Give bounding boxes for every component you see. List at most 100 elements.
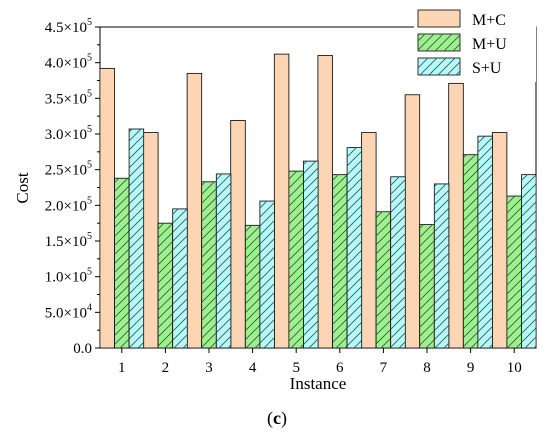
legend-label: M+U bbox=[472, 36, 507, 53]
panel-label-close: ) bbox=[281, 408, 287, 429]
y-tick-label: 5.0×104 bbox=[45, 302, 92, 321]
x-tick-label: 6 bbox=[336, 360, 344, 376]
x-axis-ticks: 1 2 3 4 5 6 7 8 9 10 bbox=[118, 348, 522, 376]
bar-hatch-su-1 bbox=[129, 129, 144, 348]
y-tick-label: 2.0×105 bbox=[45, 195, 92, 214]
y-tick-base: 10 bbox=[72, 305, 87, 321]
y-tick-base: 10 bbox=[72, 198, 87, 214]
y-tick-label: 3.0×105 bbox=[45, 124, 92, 143]
bar-hatch-su-5 bbox=[303, 161, 319, 348]
bars-group bbox=[99, 53, 537, 349]
bar-hatch-su-10 bbox=[521, 174, 537, 348]
y-tick-mantissa: 2.0 bbox=[45, 198, 64, 214]
y-tick-mantissa: 5.0 bbox=[45, 305, 64, 321]
bar-mc-9 bbox=[448, 82, 464, 349]
bar-hatch-mu-1 bbox=[114, 178, 130, 348]
y-tick-mantissa: 1.0 bbox=[45, 270, 64, 286]
bar-mc-4 bbox=[230, 120, 246, 349]
y-tick-times: × bbox=[64, 56, 72, 72]
y-tick-times: × bbox=[64, 234, 72, 250]
y-tick-label: 0.0 bbox=[73, 341, 92, 357]
bar-hatch-mu-4 bbox=[245, 225, 260, 348]
y-tick-exponent: 5 bbox=[87, 88, 92, 99]
y-tick-times: × bbox=[64, 91, 72, 107]
y-tick-exponent: 5 bbox=[87, 53, 92, 64]
bar-hatch-su-8 bbox=[434, 183, 449, 348]
y-tick-exponent: 5 bbox=[87, 17, 92, 28]
bar-hatch-mu-10 bbox=[506, 196, 522, 348]
x-tick-label: 7 bbox=[380, 360, 388, 376]
bar-hatch-mu-8 bbox=[419, 224, 435, 348]
bar-hatch-su-3 bbox=[216, 173, 231, 348]
x-tick-label: 8 bbox=[423, 360, 431, 376]
bar-mc-6 bbox=[317, 55, 333, 349]
bar-mc-7 bbox=[361, 132, 377, 349]
bar-hatch-su-2 bbox=[172, 208, 188, 348]
bar-mc-5 bbox=[273, 53, 290, 349]
y-tick-exponent: 5 bbox=[87, 195, 92, 206]
y-tick-label: 1.5×105 bbox=[45, 231, 92, 250]
y-tick-base: 10 bbox=[72, 234, 87, 250]
y-tick-exponent: 5 bbox=[87, 124, 92, 135]
bar-hatch-mu-9 bbox=[463, 154, 478, 348]
bar-hatch-mu-2 bbox=[158, 223, 173, 348]
y-tick-times: × bbox=[64, 163, 72, 179]
y-tick-mantissa: 4.0 bbox=[45, 56, 64, 72]
bar-hatch-su-6 bbox=[347, 147, 362, 348]
x-tick-label: 9 bbox=[467, 360, 475, 376]
bar-mc-8 bbox=[404, 94, 421, 349]
y-tick-exponent: 5 bbox=[87, 160, 92, 171]
legend-swatch bbox=[417, 9, 461, 28]
bar-hatch-su-7 bbox=[390, 176, 406, 348]
x-tick-label: 5 bbox=[292, 360, 300, 376]
panel-label: (c) bbox=[267, 408, 287, 429]
y-tick-base: 10 bbox=[72, 91, 87, 107]
bar-hatch-mu-6 bbox=[332, 174, 348, 348]
y-tick-times: × bbox=[64, 305, 72, 321]
y-axis-title: Cost bbox=[13, 172, 32, 203]
y-tick-base: 10 bbox=[72, 163, 87, 179]
y-axis-ticks: 0.05.0×1041.0×1051.5×1052.0×1052.5×1053.… bbox=[45, 17, 100, 357]
y-tick-base: 10 bbox=[72, 56, 87, 72]
panel-label-letter: c bbox=[273, 408, 281, 428]
y-tick-exponent: 5 bbox=[87, 231, 92, 242]
y-tick-label: 4.0×105 bbox=[45, 53, 92, 72]
y-tick-exponent: 5 bbox=[87, 267, 92, 278]
bar-mc-2 bbox=[143, 132, 159, 349]
bar-hatch-mu-7 bbox=[376, 211, 391, 348]
y-tick-label: 4.5×105 bbox=[45, 17, 92, 36]
y-tick-times: × bbox=[64, 198, 72, 214]
bar-hatch-mu-5 bbox=[288, 171, 304, 348]
bar-hatch-su-9 bbox=[477, 136, 493, 348]
x-tick-label: 10 bbox=[507, 360, 522, 376]
y-tick-mantissa: 1.5 bbox=[45, 234, 64, 250]
legend-swatch-hatch bbox=[418, 34, 460, 51]
x-tick-label: 1 bbox=[118, 360, 126, 376]
y-tick-base: 10 bbox=[72, 270, 87, 286]
y-tick-times: × bbox=[64, 127, 72, 143]
y-tick-exponent: 4 bbox=[87, 302, 92, 313]
legend: M+C M+U S+U bbox=[414, 6, 536, 82]
y-tick-label: 2.5×105 bbox=[45, 160, 92, 179]
x-axis-title: Instance bbox=[290, 374, 347, 393]
bar-hatch-su-4 bbox=[259, 201, 275, 348]
x-tick-label: 4 bbox=[249, 360, 257, 376]
y-tick-mantissa: 0.0 bbox=[73, 341, 92, 357]
y-tick-label: 3.5×105 bbox=[45, 88, 92, 107]
y-tick-mantissa: 3.0 bbox=[45, 127, 64, 143]
bar-mc-3 bbox=[186, 72, 203, 349]
y-tick-times: × bbox=[64, 20, 72, 36]
legend-label: S+U bbox=[472, 60, 502, 77]
y-tick-mantissa: 3.5 bbox=[45, 91, 64, 107]
x-tick-label: 3 bbox=[205, 360, 213, 376]
legend-label: M+C bbox=[472, 12, 506, 29]
legend-swatch-hatch bbox=[418, 58, 460, 75]
y-tick-label: 1.0×105 bbox=[45, 267, 92, 286]
y-tick-mantissa: 2.5 bbox=[45, 163, 64, 179]
y-tick-base: 10 bbox=[72, 127, 87, 143]
bar-mc-1 bbox=[99, 67, 115, 349]
bar-hatch-mu-3 bbox=[201, 181, 217, 348]
y-tick-base: 10 bbox=[72, 20, 87, 36]
y-tick-mantissa: 4.5 bbox=[45, 20, 64, 36]
